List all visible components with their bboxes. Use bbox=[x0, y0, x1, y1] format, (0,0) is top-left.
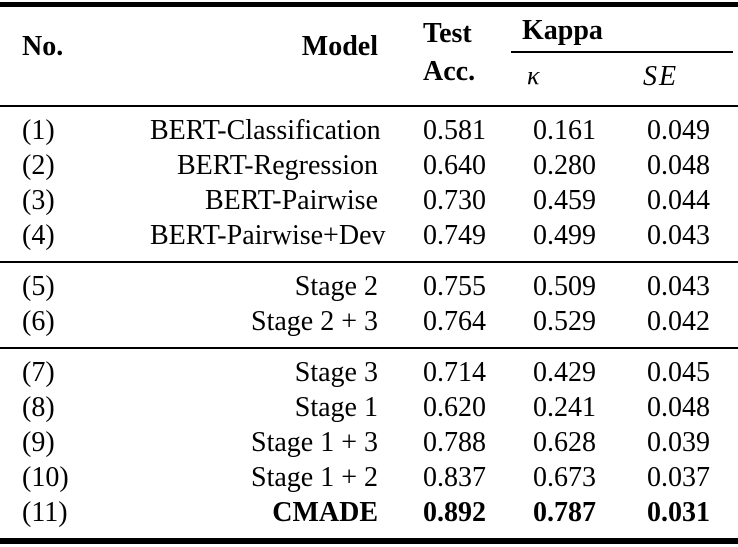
cell-kappa: 0.673 bbox=[533, 462, 596, 493]
table-row: (9) Stage 1 + 3 0.788 0.628 0.039 bbox=[0, 425, 738, 460]
group-divider bbox=[0, 347, 738, 349]
col-header-se: SE bbox=[643, 61, 679, 92]
cell-test-acc: 0.714 bbox=[423, 357, 486, 388]
cell-test-acc: 0.581 bbox=[423, 115, 486, 146]
cell-se: 0.039 bbox=[647, 427, 710, 458]
cell-test-acc: 0.755 bbox=[423, 271, 486, 302]
kappa-subheader-rule bbox=[511, 51, 733, 53]
cell-kappa: 0.459 bbox=[533, 185, 596, 216]
table-row: (7) Stage 3 0.714 0.429 0.045 bbox=[0, 355, 738, 390]
col-header-model-label: Model bbox=[301, 31, 378, 62]
header-bottom-rule bbox=[0, 105, 738, 107]
cell-se: 0.048 bbox=[647, 150, 710, 181]
row-group-stage-combinations: (7) Stage 3 0.714 0.429 0.045 (8) Stage … bbox=[0, 349, 738, 538]
group-divider bbox=[0, 261, 738, 263]
cell-se: 0.043 bbox=[647, 220, 710, 251]
cell-test-acc: 0.788 bbox=[423, 427, 486, 458]
row-group-stage-2: (5) Stage 2 0.755 0.509 0.043 (6) Stage … bbox=[0, 263, 738, 347]
cell-no: (10) bbox=[22, 462, 69, 493]
cell-model: Stage 2 bbox=[294, 271, 378, 302]
cell-model: CMADE bbox=[272, 497, 378, 528]
cell-no: (8) bbox=[22, 392, 55, 423]
cell-test-acc: 0.892 bbox=[423, 497, 486, 528]
cell-model: BERT-Pairwise bbox=[204, 185, 378, 216]
cell-kappa: 0.787 bbox=[533, 497, 596, 528]
table-row: (6) Stage 2 + 3 0.764 0.529 0.042 bbox=[0, 304, 738, 339]
cell-test-acc: 0.730 bbox=[423, 185, 486, 216]
cell-kappa: 0.509 bbox=[533, 271, 596, 302]
cell-se: 0.049 bbox=[647, 115, 710, 146]
table-row: (5) Stage 2 0.755 0.509 0.043 bbox=[0, 269, 738, 304]
col-header-kappa-symbol: κ bbox=[527, 61, 540, 90]
cell-no: (5) bbox=[22, 271, 55, 302]
table-header: No. Model Test Acc. Kappa κ SE bbox=[0, 7, 738, 105]
col-header-model: Model bbox=[150, 7, 378, 105]
cell-model: Stage 1 + 3 bbox=[251, 427, 378, 458]
table-row: (2) BERT-Regression 0.640 0.280 0.048 bbox=[0, 148, 738, 183]
cell-kappa: 0.241 bbox=[533, 392, 596, 423]
cell-model: BERT-Pairwise+Dev bbox=[150, 220, 386, 251]
col-header-test-line1: Test bbox=[423, 18, 472, 49]
cell-no: (3) bbox=[22, 185, 55, 216]
cell-test-acc: 0.749 bbox=[423, 220, 486, 251]
cell-no: (2) bbox=[22, 150, 55, 181]
cell-no: (11) bbox=[22, 497, 68, 528]
cell-no: (1) bbox=[22, 115, 55, 146]
table-row-cmade-highlight: (11) CMADE 0.892 0.787 0.031 bbox=[0, 495, 738, 530]
cell-se: 0.031 bbox=[647, 497, 710, 528]
table-row: (1) BERT-Classification 0.581 0.161 0.04… bbox=[0, 113, 738, 148]
cell-model: BERT-Classification bbox=[150, 115, 381, 146]
kappa-subheader-row: κ SE bbox=[515, 53, 738, 93]
cell-model: BERT-Regression bbox=[176, 150, 378, 181]
cell-se: 0.037 bbox=[647, 462, 710, 493]
cell-model: Stage 3 bbox=[294, 357, 378, 388]
cell-model: Stage 1 + 2 bbox=[251, 462, 378, 493]
cell-no: (7) bbox=[22, 357, 55, 388]
table-bottom-rule bbox=[0, 538, 738, 544]
table-top-rule bbox=[0, 2, 738, 7]
cell-test-acc: 0.837 bbox=[423, 462, 486, 493]
row-group-bert-baselines: (1) BERT-Classification 0.581 0.161 0.04… bbox=[0, 107, 738, 261]
table-row: (4) BERT-Pairwise+Dev 0.749 0.499 0.043 bbox=[0, 218, 738, 253]
cell-se: 0.048 bbox=[647, 392, 710, 423]
cell-se: 0.044 bbox=[647, 185, 710, 216]
cell-se: 0.042 bbox=[647, 306, 710, 337]
cell-kappa: 0.529 bbox=[533, 306, 596, 337]
cell-test-acc: 0.764 bbox=[423, 306, 486, 337]
cell-kappa: 0.499 bbox=[533, 220, 596, 251]
cell-se: 0.043 bbox=[647, 271, 710, 302]
col-header-no: No. bbox=[0, 7, 150, 105]
cell-kappa: 0.429 bbox=[533, 357, 596, 388]
cell-kappa: 0.280 bbox=[533, 150, 596, 181]
col-header-test-line2: Acc. bbox=[423, 56, 476, 87]
kappa-group-label: Kappa bbox=[522, 15, 603, 46]
col-header-test-acc: Test Acc. bbox=[378, 7, 515, 105]
cell-no: (9) bbox=[22, 427, 55, 458]
cell-kappa: 0.161 bbox=[533, 115, 596, 146]
cell-model: Stage 2 + 3 bbox=[251, 306, 378, 337]
table-row: (8) Stage 1 0.620 0.241 0.048 bbox=[0, 390, 738, 425]
cell-model: Stage 1 bbox=[294, 392, 378, 423]
cell-kappa: 0.628 bbox=[533, 427, 596, 458]
table-row: (10) Stage 1 + 2 0.837 0.673 0.037 bbox=[0, 460, 738, 495]
cell-no: (6) bbox=[22, 306, 55, 337]
cell-no: (4) bbox=[22, 220, 55, 251]
table-row: (3) BERT-Pairwise 0.730 0.459 0.044 bbox=[0, 183, 738, 218]
cell-se: 0.045 bbox=[647, 357, 710, 388]
cell-test-acc: 0.640 bbox=[423, 150, 486, 181]
col-header-no-label: No. bbox=[22, 31, 64, 62]
col-header-kappa-group: Kappa κ SE bbox=[511, 7, 738, 105]
cell-test-acc: 0.620 bbox=[423, 392, 486, 423]
